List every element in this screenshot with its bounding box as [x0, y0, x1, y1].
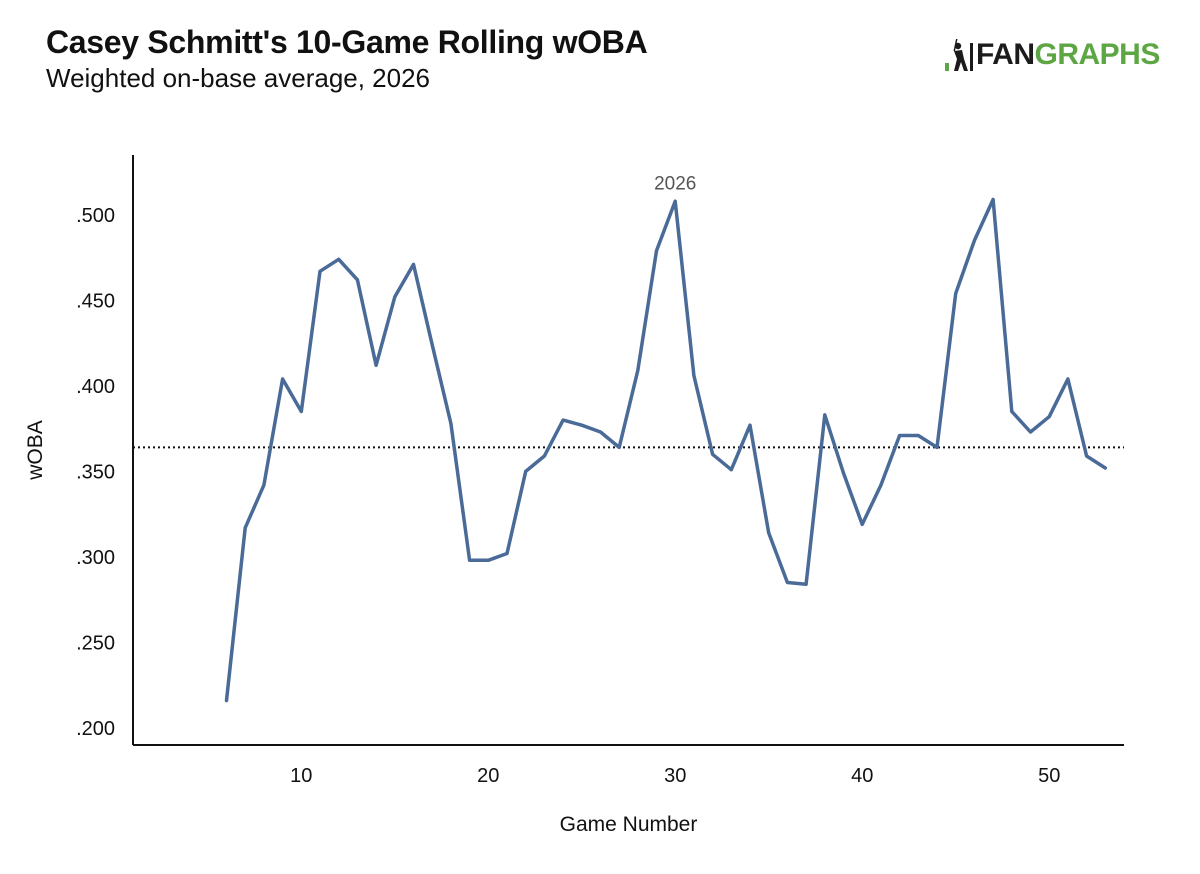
data-point	[916, 434, 920, 437]
y-tick-label: .200	[76, 718, 115, 740]
data-point	[318, 269, 322, 273]
data-point	[393, 295, 397, 299]
data-point	[785, 581, 789, 584]
data-point	[1010, 410, 1014, 413]
data-point	[1029, 430, 1032, 434]
data-point	[1085, 454, 1089, 458]
x-tick-label: 30	[664, 765, 686, 787]
logo-text-graphs: GRAPHS	[1034, 38, 1161, 71]
data-point	[542, 454, 546, 458]
data-point	[1047, 415, 1051, 419]
data-point	[355, 278, 359, 282]
data-point	[580, 423, 584, 427]
y-tick-label: .250	[76, 632, 115, 654]
data-point	[374, 363, 378, 367]
fangraphs-batter-icon	[945, 39, 973, 71]
data-point	[972, 239, 976, 242]
data-point	[748, 423, 752, 427]
y-tick-label: .450	[76, 290, 115, 312]
data-point	[561, 418, 565, 422]
data-point	[262, 483, 266, 487]
data-point	[281, 377, 285, 381]
x-tick-label: 40	[851, 765, 873, 787]
data-point	[449, 422, 453, 425]
data-point	[617, 445, 621, 449]
series-line-0	[224, 197, 1108, 703]
x-tick-label: 20	[477, 765, 499, 787]
y-tick-label: .300	[76, 547, 115, 569]
data-point	[729, 468, 733, 472]
chart-axes: .200 .250 .300 .350 .400 .450 .500 10 20 30 40 50 Ga…	[24, 155, 1124, 836]
data-point	[898, 434, 902, 437]
x-tick-label: 10	[290, 765, 312, 787]
series-annotation: 2026	[654, 173, 696, 194]
data-point	[636, 369, 640, 372]
y-tick-label: .350	[76, 461, 115, 483]
y-tick-label: .500	[76, 205, 115, 227]
data-point	[225, 699, 228, 702]
data-point	[767, 531, 771, 535]
data-point	[935, 445, 939, 449]
y-axis-label: wOBA	[24, 420, 47, 481]
data-point	[673, 199, 677, 203]
chart-subtitle: Weighted on-base average, 2026	[46, 63, 431, 93]
data-point	[954, 292, 958, 295]
chart-marks: 2026	[133, 173, 1124, 703]
data-point	[412, 262, 415, 266]
data-point	[599, 430, 602, 434]
data-point	[823, 413, 827, 417]
data-point	[505, 552, 509, 555]
data-point	[860, 522, 864, 526]
data-point	[337, 257, 341, 261]
fangraphs-logo: FAN GRAPHS	[944, 36, 1160, 74]
data-point	[804, 582, 808, 586]
y-tick-label: .400	[76, 376, 115, 398]
data-point	[991, 198, 995, 201]
data-point	[1103, 466, 1107, 470]
data-point	[468, 558, 472, 562]
logo-text-fan: FAN	[976, 38, 1035, 71]
data-point	[879, 483, 883, 487]
data-point	[1066, 377, 1070, 381]
data-point	[711, 452, 715, 456]
data-point	[430, 343, 434, 347]
data-point	[243, 526, 247, 530]
data-point	[692, 374, 696, 378]
x-tick-label: 50	[1038, 765, 1060, 787]
data-point	[524, 469, 528, 473]
chart-title: Casey Schmitt's 10-Game Rolling wOBA	[46, 24, 648, 60]
data-point	[842, 471, 845, 475]
data-point	[299, 410, 303, 413]
data-point	[655, 249, 658, 253]
x-axis-label: Game Number	[560, 813, 698, 836]
data-point	[486, 558, 490, 562]
